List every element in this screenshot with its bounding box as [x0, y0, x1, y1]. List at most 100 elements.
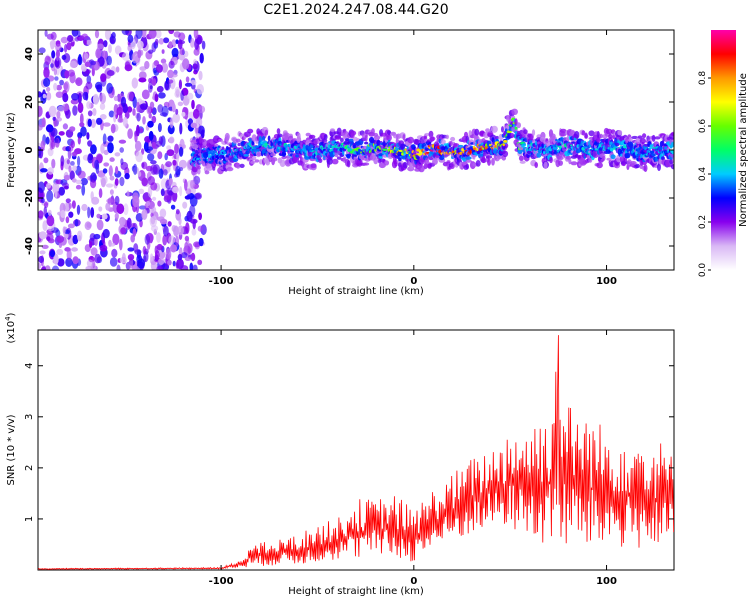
heat-cell	[340, 137, 344, 143]
heat-cell	[371, 128, 375, 135]
heat-cell	[99, 93, 106, 104]
heat-cell	[610, 154, 616, 160]
heat-cell	[168, 235, 176, 246]
heat-cell	[146, 106, 151, 115]
heat-cell	[177, 225, 184, 236]
heat-cell	[383, 160, 390, 166]
heat-cell	[196, 36, 202, 45]
y-tick-label: -20	[24, 189, 35, 207]
heat-cell	[490, 125, 498, 133]
heat-cell	[119, 147, 124, 153]
heat-cell	[144, 234, 150, 245]
x-tick-label: 100	[596, 276, 617, 287]
heat-cell	[178, 159, 187, 169]
heat-cell	[113, 111, 117, 123]
heat-cell	[64, 247, 71, 252]
chart-title: C2E1.2024.247.08.44.G20	[263, 2, 448, 18]
heat-cell	[53, 253, 59, 265]
heat-cell	[144, 60, 150, 70]
heat-cell	[148, 30, 157, 39]
heat-cell	[124, 64, 133, 72]
heat-cell	[62, 123, 68, 130]
heat-cell	[126, 190, 130, 197]
heat-cell	[77, 136, 81, 145]
heat-cell	[402, 134, 406, 141]
heat-cell	[50, 59, 56, 72]
heat-cell	[534, 162, 538, 168]
heat-cell	[255, 140, 259, 144]
heat-cell	[465, 159, 473, 163]
heat-cell	[80, 177, 89, 186]
heat-cell	[189, 262, 194, 270]
heat-cell	[76, 230, 83, 242]
heat-cell	[104, 30, 112, 40]
heat-cell	[552, 144, 555, 148]
heat-cell	[132, 108, 136, 116]
heat-cell	[394, 158, 398, 167]
heat-cell	[155, 30, 162, 39]
heat-cell	[151, 78, 157, 86]
heat-cell	[99, 244, 108, 252]
snr-panel: -100 0 100 1 2 3 4 Height of straight line (km…	[4, 312, 675, 597]
heat-cell	[69, 60, 78, 68]
heat-cell	[89, 174, 93, 182]
heat-cell	[38, 124, 43, 131]
heat-cell	[151, 115, 157, 124]
heat-cell	[39, 231, 47, 240]
heat-cell	[86, 132, 90, 140]
heat-cell	[114, 212, 119, 220]
colorbar-label: Normalized spectral amplitude	[738, 73, 749, 227]
heat-cell	[177, 101, 184, 107]
colorbar: 0.0 0.2 0.4 0.6 0.8 Normalized spectral ampl…	[698, 30, 749, 277]
heat-cell	[58, 131, 65, 136]
heat-cell	[127, 91, 134, 102]
heat-cell	[481, 155, 486, 163]
heat-cell	[346, 160, 351, 168]
heat-cell	[196, 138, 200, 143]
heat-cell	[141, 161, 148, 170]
colorbar-tick-label: 0.4	[698, 167, 708, 182]
heat-cell	[596, 137, 601, 143]
heat-cell	[449, 141, 454, 146]
heat-cell	[172, 103, 176, 113]
heat-cell	[281, 151, 287, 157]
heat-cell	[44, 265, 51, 270]
heat-cell	[310, 163, 317, 169]
heat-cell	[271, 157, 278, 162]
heat-cell	[177, 253, 183, 261]
heat-cell	[46, 190, 54, 203]
heat-cell	[90, 247, 98, 256]
heat-cell	[56, 248, 64, 255]
heat-cell	[190, 179, 195, 189]
heat-cell	[105, 202, 111, 211]
heat-cell	[72, 165, 77, 172]
heat-cell	[158, 136, 164, 145]
heat-cell	[487, 158, 491, 166]
heat-cell	[309, 134, 316, 139]
heat-cell	[118, 139, 127, 144]
heat-cell	[75, 179, 82, 185]
heat-cell	[90, 191, 94, 201]
heat-cell	[147, 120, 154, 128]
heat-cell	[543, 161, 548, 169]
heat-cell	[195, 192, 202, 200]
heat-cell	[132, 228, 137, 237]
heat-cell	[175, 108, 179, 115]
heat-cell	[168, 60, 175, 69]
heat-cell	[195, 133, 201, 138]
heat-cell	[148, 81, 153, 93]
heat-cell	[570, 161, 578, 166]
heat-cell	[120, 158, 124, 166]
heat-cell	[625, 152, 631, 159]
heat-cell	[114, 178, 119, 186]
heat-cell	[432, 158, 438, 165]
heat-cell	[151, 107, 157, 115]
heat-cell	[150, 164, 158, 176]
heat-cell	[182, 201, 188, 209]
snr-series-line	[38, 335, 674, 570]
heat-cell	[400, 143, 406, 150]
heat-cell	[235, 138, 241, 143]
heat-cell	[54, 186, 58, 199]
heat-cell	[85, 81, 93, 90]
heat-cell	[429, 136, 435, 142]
